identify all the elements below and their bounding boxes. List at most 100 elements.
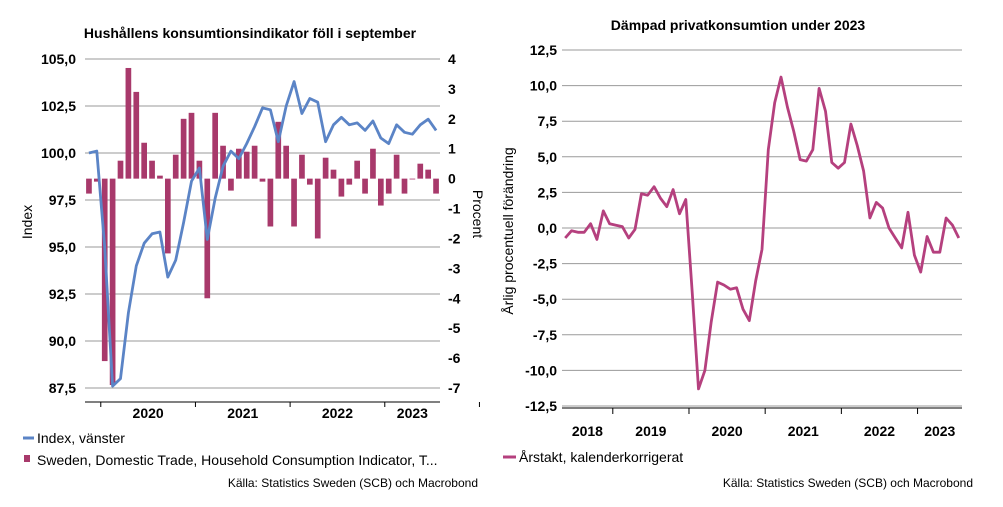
right-chart-ticks: 12,5 10,0 7,5 5,0 2,5 0,0 -2,5 -5,0 -7,5 -10,0 -12… [525,42,962,439]
indicator-bar [425,169,432,179]
indicator-bar [275,121,282,179]
right-x-tick-label: 2020 [712,423,743,439]
indicator-bar [93,178,100,182]
left-y-tick-label: 100,0 [41,145,76,161]
indicator-bar [125,67,132,179]
right-chart-y-tick-label: -5,0 [533,291,557,307]
left-y-tick-label: 90,0 [49,333,76,349]
indicator-bar [267,178,274,227]
right-y-tick-label: -5 [448,320,461,336]
right-y-tick-label: -2 [448,230,461,246]
right-x-tick-label: 2018 [572,423,603,439]
indicator-bar [188,112,195,179]
indicator-bar [172,154,179,179]
indicator-bar [212,112,219,179]
indicator-bar [370,148,376,179]
indicator-bar [149,160,155,179]
right-chart-y-tick-label: 7,5 [538,113,558,129]
left-y-tick-label: 95,0 [49,239,76,255]
right-y-tick-label: 4 [448,51,456,67]
right-y-tick-label: -3 [448,260,461,276]
right-chart-y-tick-label: 5,0 [538,149,558,165]
index-series-line [88,80,438,388]
right-chart-y-tick-label: 12,5 [530,42,557,58]
indicator-bar [164,178,171,254]
right-chart-y-tick-label: -7,5 [533,327,557,343]
right-y-tick-label: 1 [448,141,456,157]
indicator-bar [220,145,226,179]
legend-indicator-label: Sweden, Domestic Trade, Household Consum… [37,452,438,468]
left-x-tick-label: 2022 [322,405,353,421]
right-chart-line [564,75,961,391]
right-source-note: Källa: Statistics Sweden (SCB) och Macro… [723,476,973,490]
legend-bar-marker [24,455,30,462]
left-y-tick-label: 92,5 [49,286,76,302]
left-x-tick-label: 2020 [133,405,164,421]
indicator-bar [243,151,250,179]
right-y-tick-label: -4 [448,290,461,306]
right-chart-title: Dämpad privatkonsumtion under 2023 [611,17,866,33]
left-chart-title: Hushållens konsumtionsindikator föll i s… [84,25,417,41]
indicator-bar [259,178,266,182]
left-y-tick-label: 87,5 [49,380,76,396]
right-chart-y-tick-label: 10,0 [530,78,557,94]
right-y-tick-label: -6 [448,350,461,366]
right-x-tick-label: 2021 [788,423,819,439]
indicator-bar [354,160,361,179]
right-x-tick-label: 2022 [864,423,895,439]
left-y-tick-label: 97,5 [49,192,76,208]
left-x-tick-label: 2021 [227,405,258,421]
right-chart-y-tick-label: 2,5 [538,184,558,200]
right-chart-y-tick-label: -12,5 [525,398,557,414]
right-chart-y-label: Årlig procentuell förändring [500,147,516,314]
indicator-bar [228,178,234,191]
indicator-bar [346,178,353,185]
right-chart-y-tick-label: -10,0 [525,362,557,378]
indicator-bar [157,175,163,179]
indicator-bar [338,178,345,197]
right-y-tick-label: -1 [448,201,461,217]
indicator-bar [86,178,92,194]
right-chart-y-tick-label: 0,0 [538,220,558,236]
left-x-tick-label: 2023 [397,405,428,421]
indicator-bar [291,178,297,227]
indicator-bar [180,118,187,179]
indicator-bar [141,142,148,179]
indicator-bar [299,154,305,179]
indicator-bar [362,178,368,194]
indicator-bar [393,154,400,179]
left-chart-ticks: 105,0 102,5 100,0 97,5 95,0 92,5 90,0 87,5 4 3 2 1 0… [41,51,480,421]
indicator-bar [133,91,140,179]
right-y-tick-label: -7 [448,380,461,396]
right-x-tick-label: 2019 [635,423,666,439]
right-x-tick-label: 2023 [924,423,955,439]
indicator-bar [283,145,290,179]
indicator-bar [330,169,337,179]
right-chart-y-tick-label: -2,5 [533,256,557,272]
indicator-bar [117,160,124,179]
indicator-bar [251,145,258,179]
left-y-tick-label: 102,5 [41,98,76,114]
right-y-tick-label: 0 [448,171,456,187]
indicator-bar [433,178,439,194]
left-y-tick-label: 105,0 [41,51,76,67]
left-y-axis-label: Index [19,205,35,239]
right-chart-gridlines [562,49,962,407]
legend-arstakt-label: Årstakt, kalenderkorrigerat [519,449,683,465]
indicator-bar [322,157,329,179]
right-y-tick-label: 3 [448,81,456,97]
indicator-bar [314,178,321,239]
indicator-bar [401,178,408,194]
right-y-tick-label: 2 [448,111,456,127]
legend-index-label: Index, vänster [37,430,125,446]
indicator-bar [409,178,416,180]
indicator-bar [235,148,242,179]
arstakt-series-line [564,75,961,391]
right-y-axis-label: Procent [470,190,486,238]
indicator-bar [109,178,116,386]
indicator-bar [417,163,424,179]
indicator-bar [306,178,313,185]
left-chart-line [88,80,438,388]
left-source-note: Källa: Statistics Sweden (SCB) och Macro… [228,476,478,490]
